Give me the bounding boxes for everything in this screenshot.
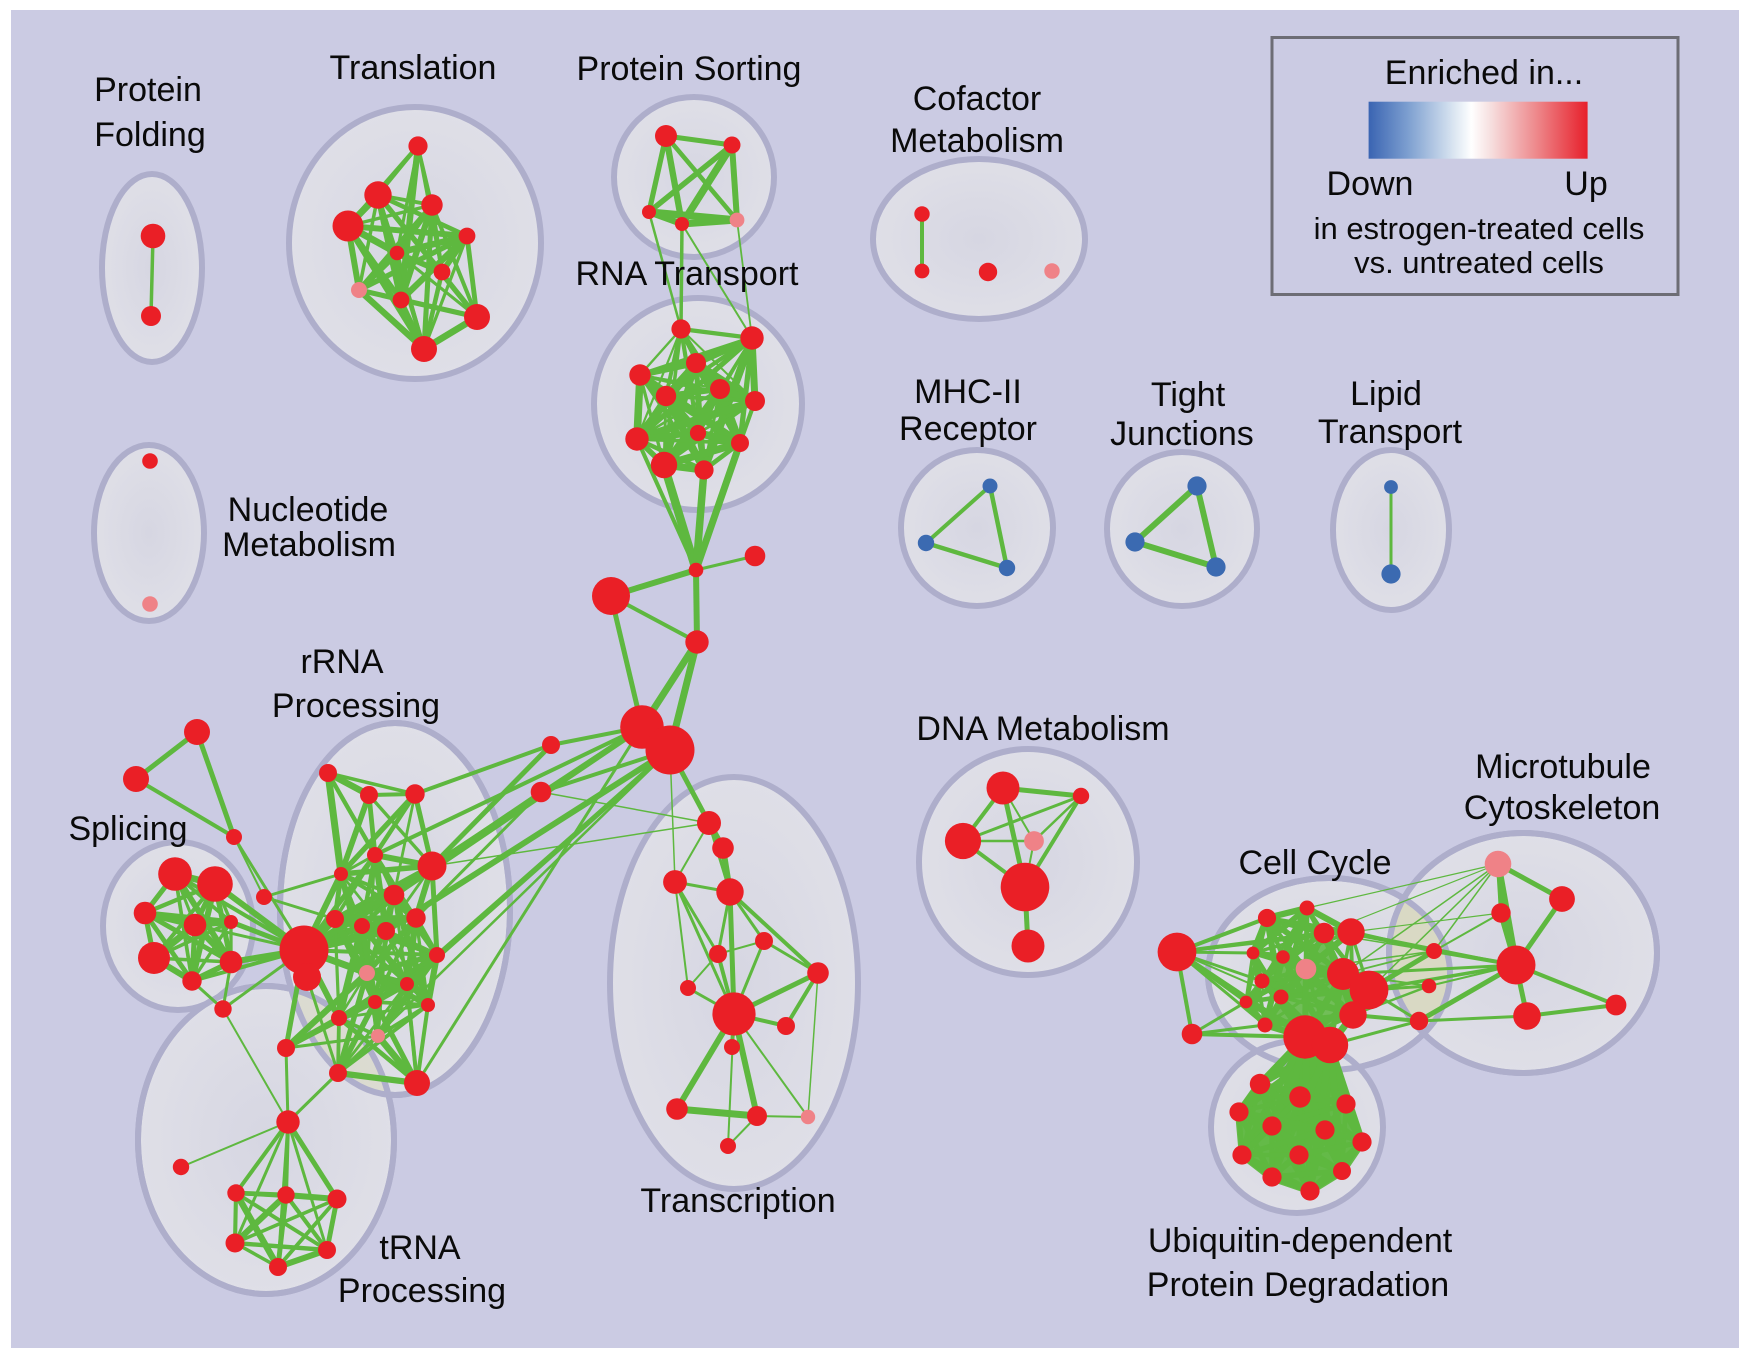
svg-text:Ubiquitin-dependent: Ubiquitin-dependent <box>1148 1222 1453 1260</box>
svg-text:Cofactor: Cofactor <box>913 80 1042 118</box>
svg-text:Processing: Processing <box>272 687 440 725</box>
svg-text:Junctions: Junctions <box>1110 415 1254 453</box>
svg-text:Metabolism: Metabolism <box>890 122 1064 160</box>
svg-text:Translation: Translation <box>330 49 497 87</box>
svg-text:Tight: Tight <box>1151 376 1226 414</box>
svg-text:Protein Sorting: Protein Sorting <box>577 50 802 88</box>
svg-text:rRNA: rRNA <box>300 643 383 681</box>
svg-text:Protein: Protein <box>94 71 202 109</box>
svg-text:tRNA: tRNA <box>379 1229 461 1267</box>
svg-text:DNA Metabolism: DNA Metabolism <box>916 710 1169 748</box>
svg-text:in estrogen-treated cells: in estrogen-treated cells <box>1314 211 1645 246</box>
svg-text:Nucleotide: Nucleotide <box>228 491 389 529</box>
svg-text:vs. untreated cells: vs. untreated cells <box>1354 245 1604 280</box>
svg-text:Cytoskeleton: Cytoskeleton <box>1464 789 1661 827</box>
svg-text:Enriched in...: Enriched in... <box>1385 54 1583 92</box>
svg-text:Down: Down <box>1327 165 1414 203</box>
svg-text:Metabolism: Metabolism <box>222 526 396 564</box>
svg-text:Protein Degradation: Protein Degradation <box>1147 1266 1449 1304</box>
svg-text:Transcription: Transcription <box>640 1182 835 1220</box>
svg-text:MHC-II: MHC-II <box>914 373 1022 411</box>
svg-text:Folding: Folding <box>94 116 206 154</box>
svg-text:Processing: Processing <box>338 1272 506 1310</box>
svg-text:Receptor: Receptor <box>899 410 1037 448</box>
svg-text:Transport: Transport <box>1318 413 1463 451</box>
svg-text:RNA Transport: RNA Transport <box>576 255 800 293</box>
svg-text:Splicing: Splicing <box>68 810 187 848</box>
svg-text:Cell Cycle: Cell Cycle <box>1238 844 1391 882</box>
svg-text:Microtubule: Microtubule <box>1475 748 1651 786</box>
svg-text:Lipid: Lipid <box>1350 375 1422 413</box>
svg-text:Up: Up <box>1564 165 1607 203</box>
